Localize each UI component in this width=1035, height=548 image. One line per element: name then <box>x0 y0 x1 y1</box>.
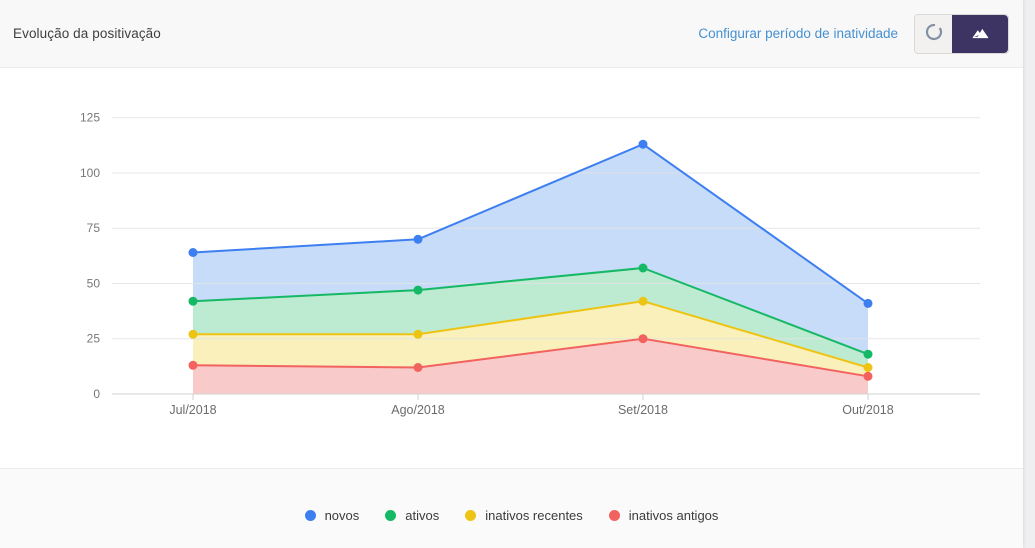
data-point-inativos-recentes-0[interactable] <box>188 329 198 339</box>
series-line-ativos <box>192 267 869 356</box>
data-point-novos-1[interactable] <box>413 234 423 244</box>
area-chart-view-button[interactable] <box>952 14 1008 53</box>
legend-dot-icon <box>608 510 620 521</box>
configure-inactivity-link[interactable]: Configurar período de inatividade <box>698 26 898 41</box>
mountain-area-chart-icon <box>969 23 991 44</box>
data-point-inativos-recentes-2[interactable] <box>638 296 648 306</box>
legend-item-inativos-recentes[interactable]: inativos recentes <box>465 508 583 523</box>
refresh-button[interactable] <box>915 14 952 53</box>
legend-item-inativos-antigos[interactable]: inativos antigos <box>608 508 719 523</box>
data-point-ativos-1[interactable] <box>413 285 423 295</box>
y-tick-label: 0 <box>93 387 100 401</box>
y-tick-label: 100 <box>80 166 100 180</box>
data-point-novos-2[interactable] <box>638 139 648 149</box>
legend-label: ativos <box>405 508 440 523</box>
data-point-inativos-antigos-3[interactable] <box>863 371 873 381</box>
data-point-novos-3[interactable] <box>863 298 873 308</box>
header-controls: Configurar período de inatividade <box>698 13 1009 54</box>
data-point-inativos-antigos-2[interactable] <box>638 334 648 344</box>
card-footer: novos ativos inativos recentes inativos ant… <box>0 468 1023 548</box>
data-point-novos-0[interactable] <box>188 248 198 257</box>
page-title: Evolução da positivação <box>13 26 161 41</box>
x-tick-label-3: Out/2018 <box>842 403 893 417</box>
card-header: Evolução da positivação Configurar perío… <box>0 0 1023 68</box>
x-tick-label-2: Set/2018 <box>618 403 668 417</box>
x-tick-label-1: Ago/2018 <box>391 403 445 417</box>
legend-label: novos <box>324 508 360 523</box>
chart-region: 0 25 50 75 100 125 Jul/2018 Ago/2018 Set/2018 Out… <box>0 68 1023 468</box>
legend-label: inativos recentes <box>485 508 583 523</box>
data-point-inativos-recentes-3[interactable] <box>863 363 873 372</box>
data-point-inativos-antigos-0[interactable] <box>188 360 198 370</box>
legend-dot-icon <box>465 510 477 521</box>
y-tick-label: 50 <box>87 276 101 290</box>
chart-toolbar <box>914 13 1009 54</box>
refresh-icon <box>924 22 944 45</box>
legend-item-ativos[interactable]: ativos <box>385 508 439 523</box>
y-tick-label: 75 <box>87 221 101 235</box>
x-tick-label-0: Jul/2018 <box>169 403 216 417</box>
data-point-ativos-2[interactable] <box>638 263 648 273</box>
series-line-inativos-recentes <box>193 300 869 369</box>
legend-dot-icon <box>385 510 397 521</box>
data-point-ativos-0[interactable] <box>188 296 198 306</box>
legend-item-novos[interactable]: novos <box>304 508 360 523</box>
y-tick-label: 25 <box>87 332 101 346</box>
series-line-novos <box>192 143 869 305</box>
area-fill-3 <box>193 338 868 394</box>
legend-label: inativos antigos <box>628 508 719 523</box>
series-line-inativos-antigos <box>192 337 869 378</box>
data-point-ativos-3[interactable] <box>863 349 873 359</box>
chart-legend: novos ativos inativos recentes inativos ant… <box>304 508 719 523</box>
legend-dot-icon <box>304 510 316 521</box>
data-point-inativos-antigos-1[interactable] <box>413 363 423 372</box>
y-tick-label: 125 <box>80 111 100 125</box>
evolution-chart: 0 25 50 75 100 125 Jul/2018 Ago/2018 Set/2018 Out… <box>80 111 980 417</box>
data-point-inativos-recentes-1[interactable] <box>413 329 423 339</box>
